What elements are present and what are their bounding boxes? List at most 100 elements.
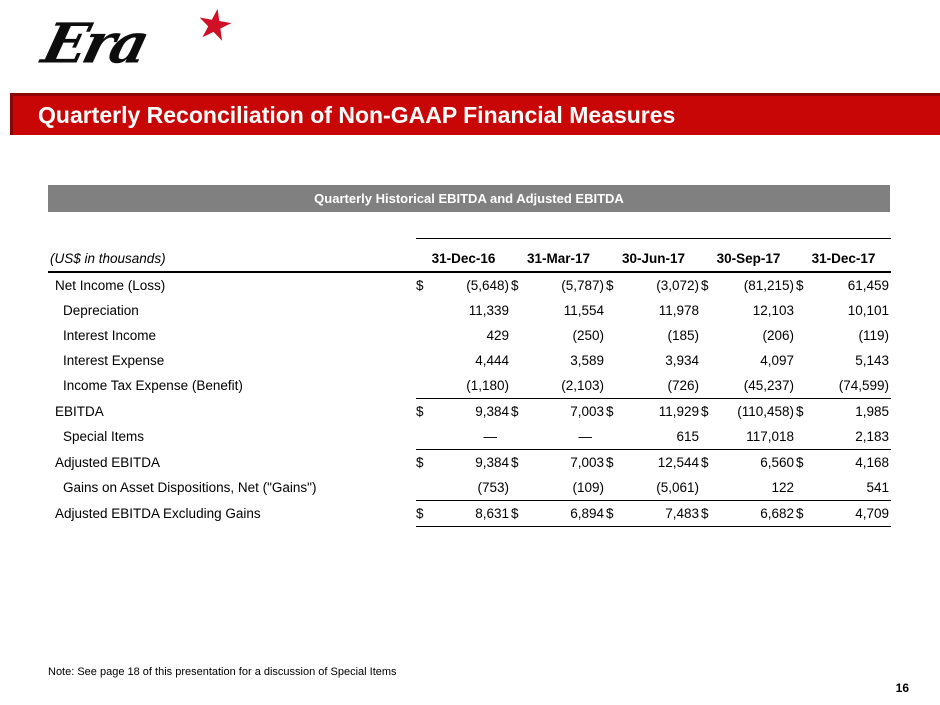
cell-value: 9,384: [475, 404, 510, 419]
currency-symbol: $: [416, 278, 424, 293]
currency-symbol: $: [416, 404, 424, 419]
cell-value: 1,985: [855, 404, 890, 419]
page-number: 16: [895, 681, 909, 695]
currency-symbol: [511, 373, 529, 399]
currency-symbol: $: [511, 278, 519, 293]
table-row: Adjusted EBITDA Excluding Gains $8,631 $6,…: [48, 500, 892, 527]
cell-value: (81,215): [743, 278, 795, 293]
cell-value: (3,072): [656, 278, 700, 293]
currency-symbol: [796, 424, 814, 450]
currency-symbol: [701, 424, 719, 450]
currency-symbol: [606, 323, 623, 348]
currency-symbol: [606, 348, 623, 373]
footnote: Note: See page 18 of this presentation f…: [48, 666, 397, 678]
cell-value: 541: [813, 475, 892, 501]
currency-symbol: [416, 424, 433, 450]
cell-value: (5,061): [623, 475, 702, 501]
currency-symbol: [511, 348, 528, 373]
row-label: Interest Expense: [63, 353, 165, 368]
cell-value: (2,103): [528, 373, 607, 399]
cell-value: 6,894: [528, 500, 607, 527]
currency-symbol: [701, 475, 719, 501]
row-label: EBITDA: [55, 403, 104, 419]
currency-symbol: [416, 373, 433, 399]
cell-value: 61,459: [847, 278, 890, 293]
table-row: EBITDA $9,384 $7,003 $11,929 $ (110,458) $1,98…: [48, 399, 891, 425]
table-row: Income Tax Expense (Benefit) (1,180) (2,10…: [48, 373, 892, 399]
cell-value: 4,097: [760, 353, 795, 368]
row-label: Adjusted EBITDA Excluding Gains: [55, 506, 261, 521]
currency-symbol: $: [511, 404, 519, 419]
currency-symbol: $: [796, 404, 804, 419]
currency-symbol: [416, 348, 433, 373]
cell-value: (206): [762, 328, 795, 343]
currency-symbol: [606, 475, 624, 501]
era-logo: Era ★: [36, 0, 246, 92]
cell-value: 3,589: [570, 353, 605, 368]
cell-value: (185): [667, 328, 700, 343]
cell-value: 7,003: [570, 455, 605, 470]
cell-value: (74,599): [813, 373, 892, 399]
cell-value: 9,384: [475, 455, 510, 470]
row-label: Adjusted EBITDA: [55, 454, 161, 470]
row-label: Interest Income: [63, 328, 157, 343]
row-label: Depreciation: [63, 303, 139, 318]
table-row: Interest Expense 4,444 3,589 3,934 4,097 5,14…: [48, 348, 891, 373]
row-label: Special Items: [63, 429, 145, 445]
cell-value: 8,631: [433, 500, 512, 527]
table-section-title: Quarterly Historical EBITDA and Adjusted…: [314, 191, 624, 206]
currency-symbol: [416, 323, 433, 348]
cell-value: (250): [572, 328, 605, 343]
cell-value: 6,560: [760, 455, 795, 470]
currency-symbol: [701, 298, 718, 323]
cell-value: (109): [528, 475, 607, 501]
cell-value: (5,787): [561, 278, 605, 293]
cell-value: (45,237): [718, 373, 797, 399]
row-label: Gains on Asset Dispositions, Net ("Gains…: [63, 480, 317, 496]
cell-value: —: [528, 424, 607, 450]
table-section-header: Quarterly Historical EBITDA and Adjusted…: [48, 185, 890, 212]
currency-symbol: $: [416, 455, 424, 470]
table-row: Adjusted EBITDA $9,384 $7,003 $12,544 $6,560…: [48, 450, 891, 476]
cell-value: 122: [718, 475, 797, 501]
cell-value: 6,682: [718, 500, 797, 527]
currency-symbol: $: [606, 500, 624, 527]
currency-symbol: $: [701, 500, 719, 527]
cell-value: (110,458): [737, 404, 795, 419]
currency-symbol: [701, 323, 718, 348]
table-row: Net Income (Loss) $ (5,648) $ (5,787) $ (3,072…: [48, 272, 891, 298]
cell-value: (119): [858, 328, 890, 343]
title-bar: Quarterly Reconciliation of Non-GAAP Fin…: [10, 93, 940, 135]
cell-value: 2,183: [813, 424, 892, 450]
currency-symbol: $: [701, 455, 709, 470]
currency-symbol: [701, 373, 719, 399]
cell-value: 11,339: [468, 303, 510, 318]
currency-symbol: [796, 348, 813, 373]
cell-value: —: [433, 424, 512, 450]
cell-value: 5,143: [855, 353, 890, 368]
column-header: 31-Mar-17: [511, 238, 607, 273]
table-row: Special Items — — 615 117,018 2,183: [48, 424, 892, 450]
currency-symbol: $: [416, 500, 433, 527]
currency-symbol: [796, 373, 814, 399]
table-row: Depreciation 11,339 11,554 11,978 12,103 10,1…: [48, 298, 891, 323]
currency-symbol: $: [796, 278, 804, 293]
units-label: (US$ in thousands): [48, 238, 416, 273]
cell-value: 11,929: [658, 404, 700, 419]
column-header: 30-Jun-17: [606, 238, 702, 273]
cell-value: 12,103: [752, 303, 795, 318]
currency-symbol: [606, 298, 623, 323]
currency-symbol: [511, 424, 529, 450]
currency-symbol: $: [606, 404, 614, 419]
cell-value: 4,168: [855, 455, 890, 470]
cell-value: 11,978: [658, 303, 700, 318]
table-header-row: (US$ in thousands) 31-Dec-16 31-Mar-17 3…: [48, 238, 892, 273]
cell-value: 3,934: [665, 353, 700, 368]
cell-value: (5,648): [466, 278, 510, 293]
column-header: 30-Sep-17: [701, 238, 797, 273]
ebitda-reconciliation-table: (US$ in thousands) 31-Dec-16 31-Mar-17 3…: [48, 238, 892, 527]
currency-symbol: [796, 298, 813, 323]
currency-symbol: [606, 373, 624, 399]
currency-symbol: $: [511, 455, 519, 470]
